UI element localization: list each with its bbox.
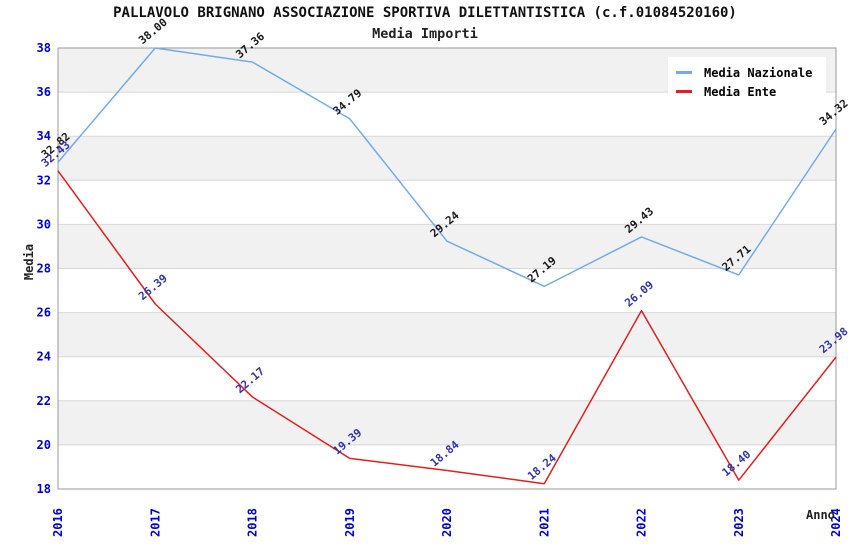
legend: Media Nazionale Media Ente [668,57,826,107]
y-tick-label: 24 [37,350,51,364]
background-band [58,268,836,313]
y-tick-label: 38 [37,41,51,55]
legend-item-media-nazionale: Media Nazionale [676,63,826,82]
background-band [58,224,836,269]
background-band [58,136,836,181]
x-tick-label: 2016 [51,508,65,537]
background-band [58,180,836,225]
x-tick-label: 2018 [246,508,260,537]
y-tick-label: 34 [37,129,51,143]
y-tick-label: 28 [37,262,51,276]
y-tick-label: 22 [37,394,51,408]
plot-border [57,47,837,490]
media-nazionale-line-swatch [676,71,692,74]
x-tick-label: 2022 [635,508,649,537]
legend-item-media-ente: Media Ente [676,82,826,101]
y-axis-title: Media [22,243,36,281]
background-band [58,312,836,357]
chart-title: PALLAVOLO BRIGNANO ASSOCIAZIONE SPORTIVA… [113,5,737,21]
background-band [58,356,836,401]
y-tick-label: 26 [37,306,51,320]
y-tick-label: 20 [37,438,51,452]
x-tick-label: 2019 [343,508,357,537]
legend-label: Media Ente [704,84,777,99]
series-line-media-nazionale [57,47,837,288]
background-band [58,400,836,445]
media-ente-line-swatch [676,90,692,93]
x-tick-label: 2020 [440,508,454,537]
y-tick-label: 30 [37,217,51,231]
series-line-media-ente [57,170,837,485]
y-tick-label: 18 [37,482,51,496]
x-tick-label: 2017 [148,508,162,537]
y-tick-label: 32 [37,173,51,187]
x-tick-label: 2024 [829,508,843,537]
legend-label: Media Nazionale [704,65,813,80]
data-label: 38.00 [136,16,170,47]
x-tick-label: 2023 [732,508,746,537]
x-tick-label: 2021 [537,508,551,537]
background-band [58,444,836,489]
chart-subtitle: Media Importi [372,26,478,42]
y-tick-label: 36 [37,85,51,99]
x-axis-title: Anno [806,508,835,522]
